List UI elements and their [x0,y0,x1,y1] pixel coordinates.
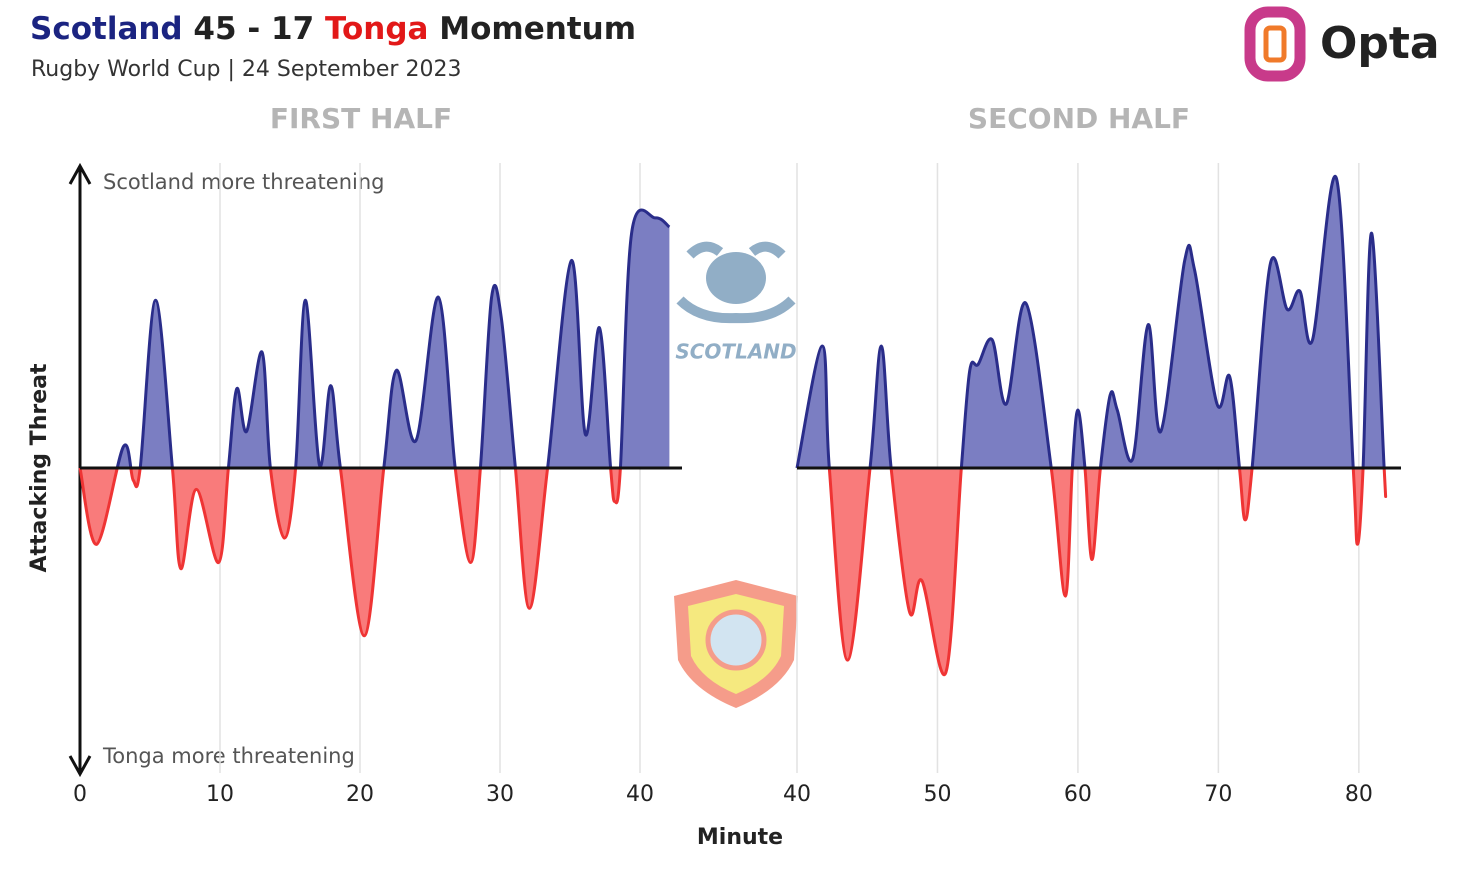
thistle-leaves [676,241,796,324]
half-title: SECOND HALF [968,102,1190,135]
arrow-head [68,162,92,185]
home-line [795,174,1386,468]
half-title: FIRST HALF [270,102,452,135]
x-tick-label: 20 [346,782,374,807]
scotland-logo: SCOTLAND [675,241,797,364]
home-area [797,176,1386,468]
x-tick-label: 50 [923,782,951,807]
away-line [797,468,1388,677]
annotation-top: Scotland more threatening [103,170,385,194]
brand-name: Opta [1320,18,1440,69]
title-away: Tonga [325,11,429,47]
logo-text: SCOTLAND [675,340,796,364]
x-tick-label: 30 [486,782,514,807]
tonga-logo [674,580,798,708]
x-tick-label: 40 [783,782,811,807]
thistle-head [706,252,766,304]
x-axis-label: Minute [697,825,783,850]
x-tick-label: 80 [1345,782,1373,807]
subtitle: Rugby World Cup | 24 September 2023 [31,57,461,82]
away-line [78,468,622,638]
x-tick-label: 10 [206,782,234,807]
brand-icon-inner [1263,25,1287,63]
x-tick-label: 40 [626,782,654,807]
y-axis-label: Attacking Threat [27,363,52,572]
brand-logo: Opta [1244,6,1440,82]
title-home: Scotland [30,11,183,47]
away-area [797,468,1386,675]
chart-title: Scotland 45 - 17 Tonga Momentum [30,11,636,47]
x-tick-label: 70 [1204,782,1232,807]
annotation-bottom: Tonga more threatening [102,744,355,768]
home-line [80,208,671,468]
brand-icon [1244,6,1306,82]
x-tick-label: 60 [1064,782,1092,807]
x-tick-label: 0 [73,782,87,807]
title-score: 45 - 17 [193,11,314,47]
arrow-head [68,755,92,778]
title-rest: Momentum [439,11,636,47]
shield-centre [705,609,767,671]
